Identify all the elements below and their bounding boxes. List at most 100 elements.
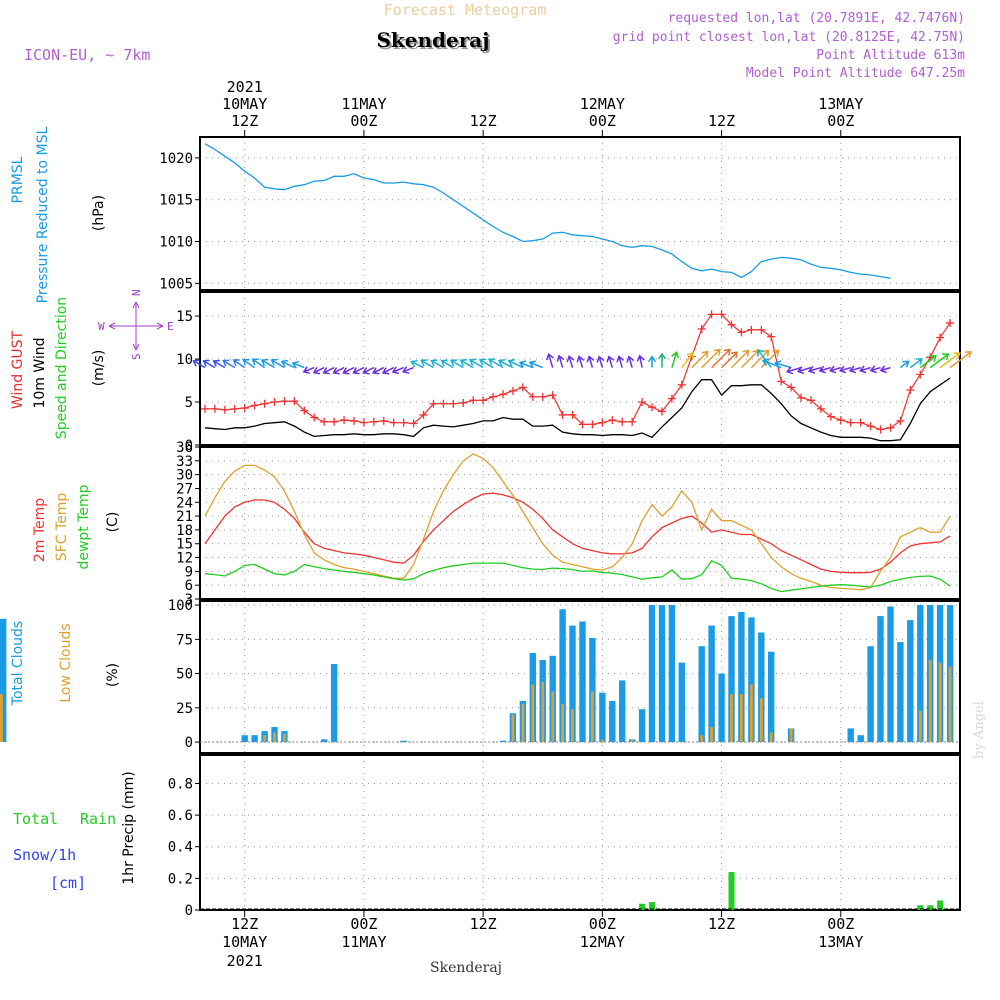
wind-gust-marker <box>389 418 398 427</box>
total-cloud-bar <box>758 632 765 742</box>
wind-direction-arrow <box>848 365 861 374</box>
wind-gust-marker <box>806 396 815 405</box>
grid-lines <box>200 137 960 911</box>
clouds-y-tick-label: 25 <box>176 701 193 717</box>
wind-direction-arrow <box>606 355 615 368</box>
total-cloud-bar <box>708 625 715 742</box>
wind-gust-marker <box>767 332 776 341</box>
wind-direction-arrow <box>616 355 625 368</box>
rain-bar <box>917 905 924 910</box>
wind-gust-marker <box>896 416 905 425</box>
top-hour-label: 12Z <box>231 112 258 130</box>
precip-y-tick-label: 0.8 <box>168 776 193 792</box>
precip-unit-label: 1hr Precip (mm) <box>121 771 137 884</box>
wind-direction-arrow <box>232 359 246 369</box>
total-cloud-bar <box>321 739 328 742</box>
wind-direction-arrow <box>671 351 680 368</box>
wind-gust-marker <box>657 407 666 416</box>
wind-direction-arrow <box>647 355 657 368</box>
wind-gust-marker <box>648 403 657 412</box>
wind-gust-marker <box>469 396 478 405</box>
compass-north: N <box>130 289 143 296</box>
temperature-y-tick-label: 15 <box>176 537 193 553</box>
top-hour-label: 00Z <box>827 112 854 130</box>
wind-gust-marker <box>399 418 408 427</box>
wind-gust-marker <box>250 401 259 410</box>
wind-direction-arrow <box>468 358 484 369</box>
wind-direction-arrow <box>332 366 345 375</box>
rain-bar <box>728 872 735 910</box>
low-cloud-bar <box>551 691 555 743</box>
total-cloud-bar <box>499 740 507 743</box>
temperature-panel-frame <box>199 446 961 600</box>
wind-gust-marker <box>598 418 607 427</box>
precip-y-tick-label: 0 <box>185 903 193 919</box>
wind-gust-marker <box>409 419 418 428</box>
total-cloud-bar <box>251 735 258 742</box>
temperature-y-tick-label: 6 <box>185 578 193 594</box>
wind-gust-marker <box>220 405 229 414</box>
wind-direction-arrow <box>566 355 575 368</box>
wind-direction-arrow <box>691 350 709 369</box>
total-cloud-bar <box>678 662 685 742</box>
total-cloud-bar <box>599 692 606 742</box>
wind-direction-arrow <box>518 360 534 369</box>
wind-gust-marker <box>230 404 239 413</box>
wind-gust-marker <box>270 398 279 407</box>
total-cloud-bar <box>658 605 666 742</box>
top-hour-label: 00Z <box>350 112 377 130</box>
top-day-label: 13MAY <box>818 95 863 113</box>
total-cloud-bar <box>897 642 904 743</box>
temperature-y-tick-label: 24 <box>176 495 193 511</box>
wind-gust-marker <box>340 416 349 425</box>
wind-direction-arrow <box>342 366 355 375</box>
wind-gust-marker <box>618 417 627 426</box>
wind-gust-marker <box>876 425 885 434</box>
total-cloud-bar <box>330 664 338 743</box>
wind-speed-line <box>204 377 951 442</box>
wind-gust-marker <box>608 416 617 425</box>
wind-gust-marker <box>697 324 706 333</box>
wind-gust-marker <box>836 416 845 425</box>
plot-data <box>0 144 973 910</box>
total-cloud-bar <box>768 651 775 743</box>
wind-gust-marker <box>538 392 547 401</box>
wind-direction-arrow <box>909 358 923 369</box>
point-altitude: Point Altitude 613m <box>816 48 965 63</box>
wind-gust-marker <box>210 404 219 413</box>
wind-direction-arrow <box>391 366 404 375</box>
wind-direction-arrow <box>681 351 694 369</box>
wind-gust-marker <box>797 393 806 402</box>
low-cloud-bar <box>561 703 564 742</box>
total-cloud-bar <box>738 612 745 743</box>
low-cloud-bar <box>511 714 515 743</box>
model-altitude: Model Point Altitude 647.25m <box>746 66 965 81</box>
wind-gust-marker <box>310 413 319 422</box>
total-cloud-bar <box>668 605 676 742</box>
wind-direction-arrow <box>626 355 635 368</box>
wind-direction-arrow <box>711 348 731 369</box>
low-cloud-bar <box>283 733 286 742</box>
bottom-hour-label: 00Z <box>589 915 616 933</box>
clouds-y-tick-label: 100 <box>168 598 193 614</box>
low-cloud-bar <box>541 681 545 743</box>
temperature-y-tick-label: 9 <box>185 564 193 580</box>
wind-direction-arrow <box>440 359 454 369</box>
wind-gust-marker <box>508 386 517 395</box>
wind-gust-marker <box>200 404 209 413</box>
top-hour-label: 12Z <box>708 112 735 130</box>
wind-gust-marker <box>568 410 577 419</box>
low-cloud-bar <box>928 659 932 743</box>
wind-direction-arrow <box>372 366 385 375</box>
wind-direction-arrow <box>949 351 973 369</box>
temp-dewpt-line <box>204 559 951 593</box>
gridpoint-coords: grid point closest lon,lat (20.8125E, 42… <box>613 30 965 45</box>
precip-label-total: Total <box>13 810 58 828</box>
wind-gust-marker <box>558 410 567 419</box>
total-cloud-bar <box>877 616 884 743</box>
low-cloud-bar <box>759 698 763 742</box>
credit: by Angel <box>972 701 987 759</box>
temp-sfc-line <box>204 453 951 591</box>
wind-gust-marker <box>886 423 895 432</box>
bottom-hour-label: 12Z <box>231 915 258 933</box>
